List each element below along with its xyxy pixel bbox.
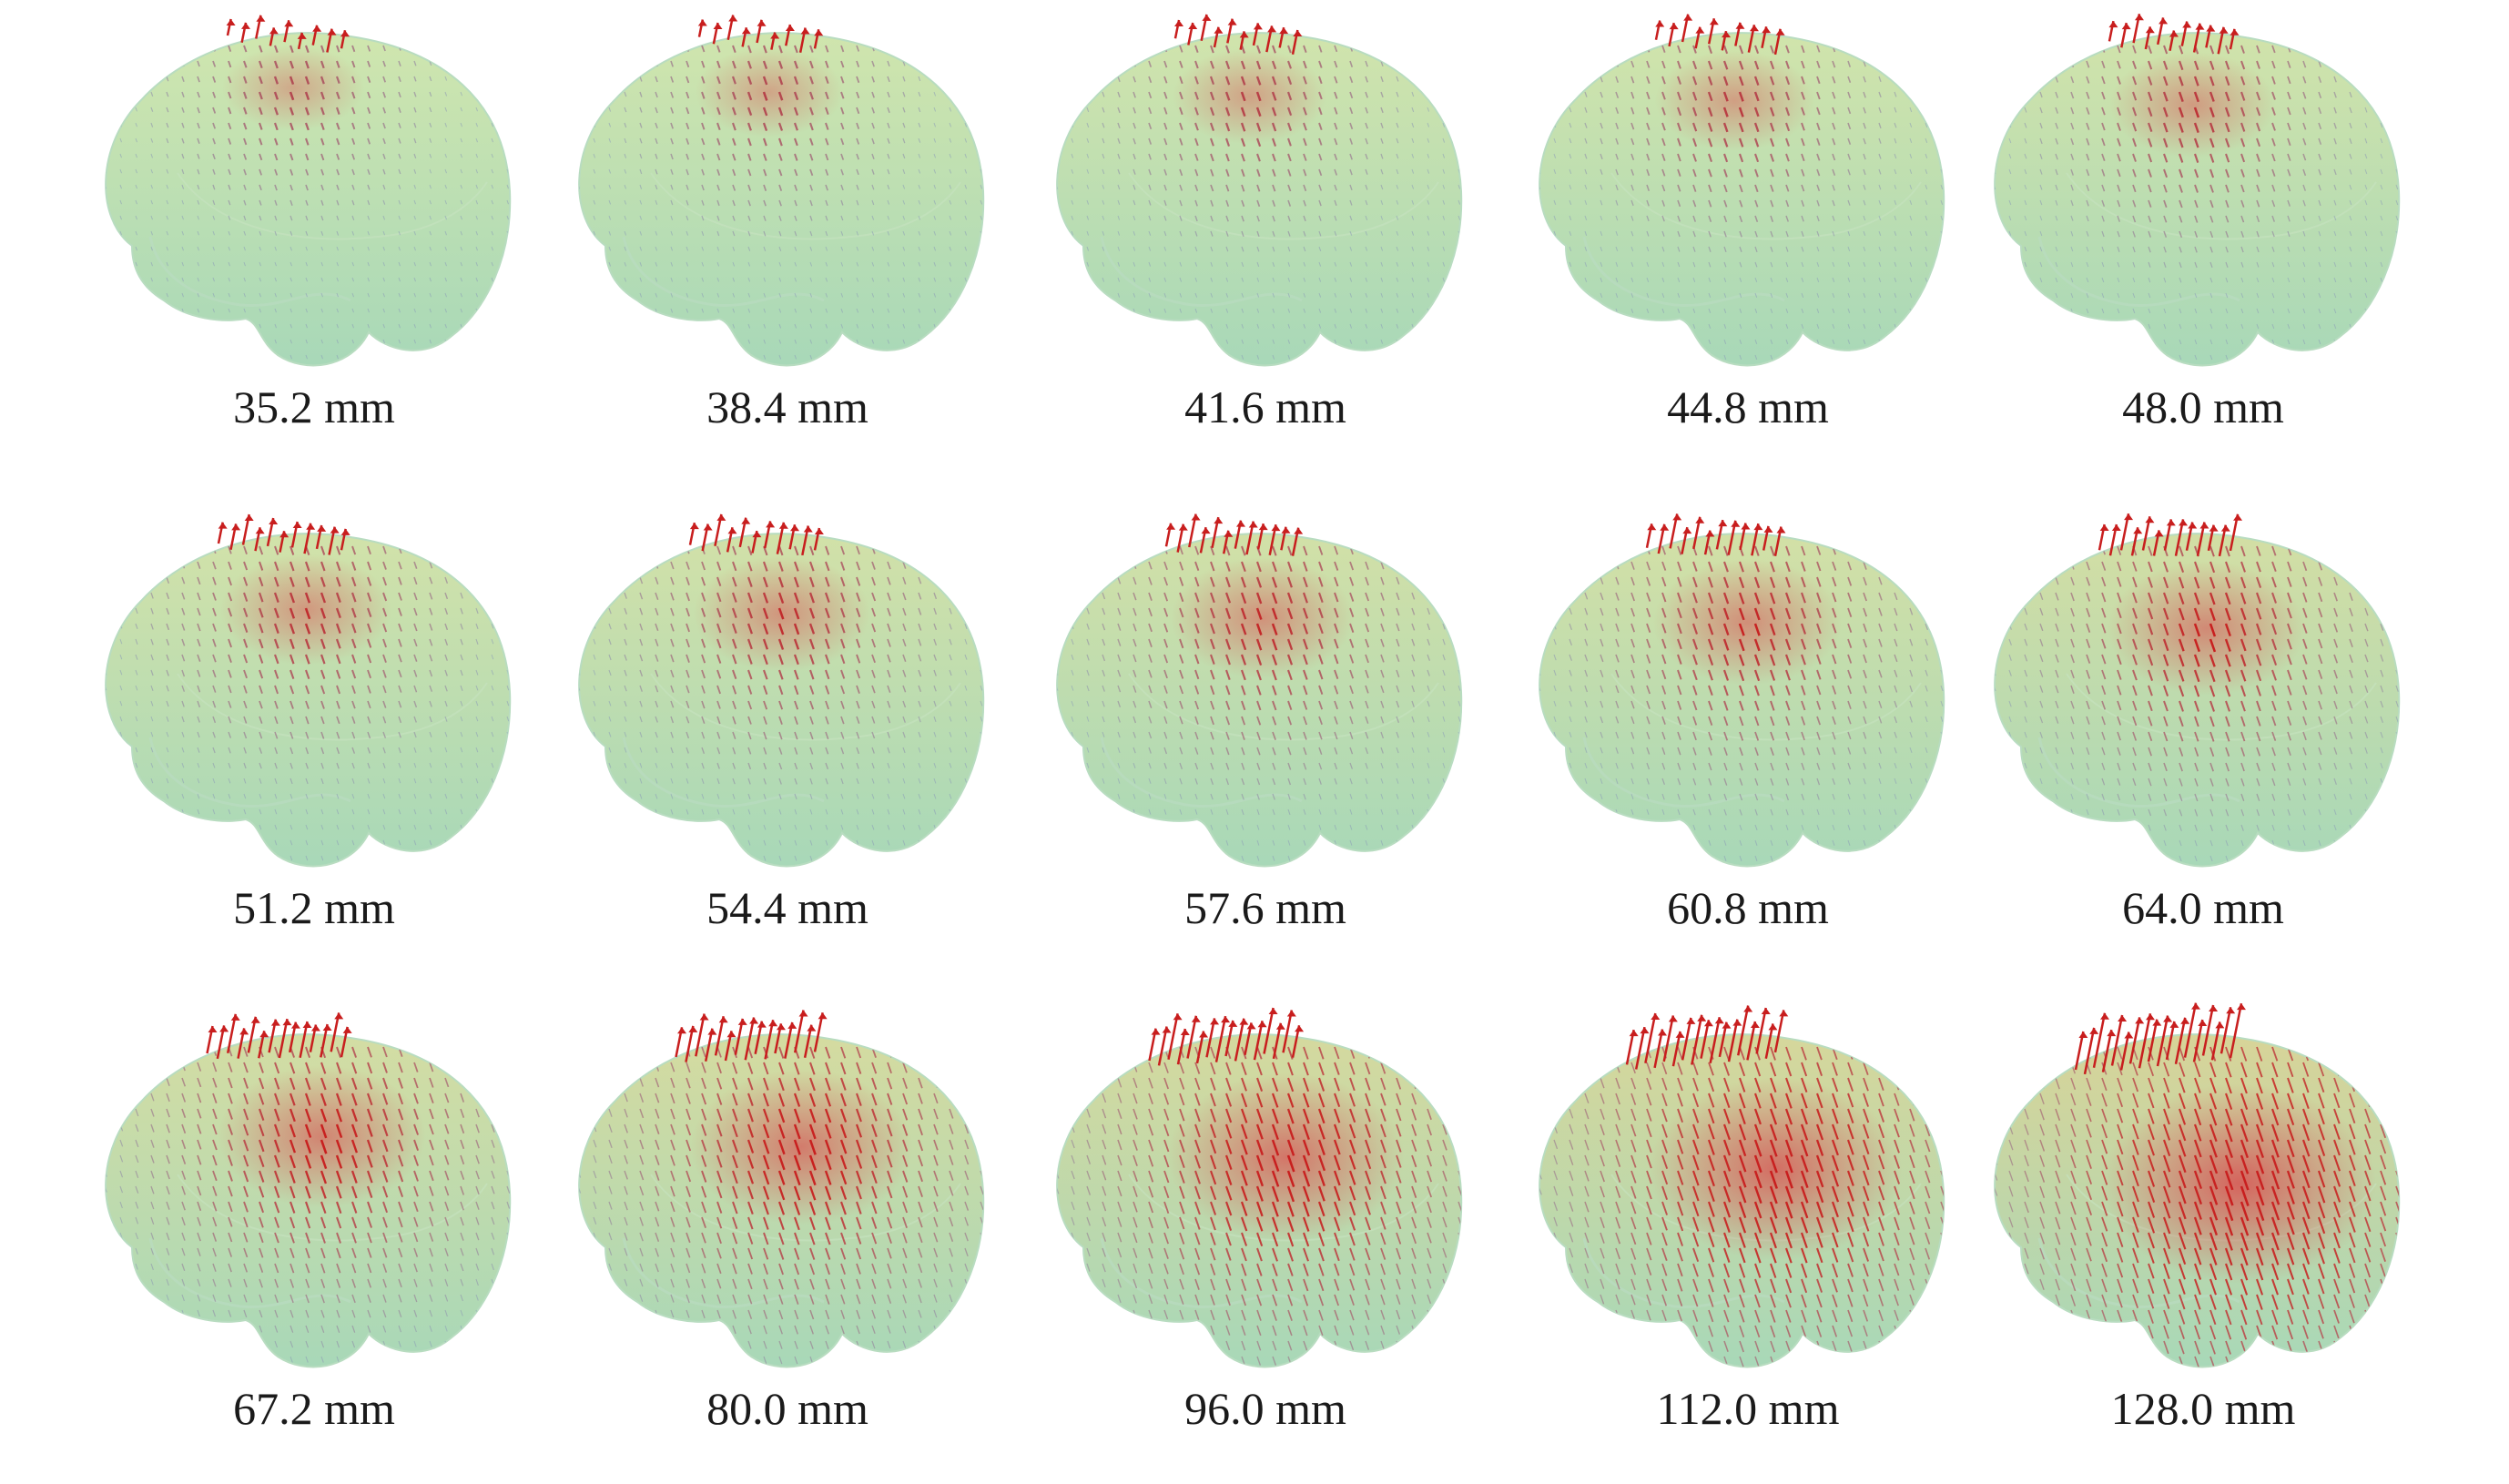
head-panel: 51.2 mm: [77, 510, 551, 983]
head-surface-render: [105, 1012, 512, 1368]
head-surface: [1056, 533, 1463, 868]
field-hotspot: [2108, 561, 2305, 696]
head-surface-render: [578, 1010, 985, 1368]
head-panel: 41.6 mm: [1029, 9, 1502, 483]
head-surface-render: [105, 513, 512, 868]
coil-distance-label: 38.4 mm: [706, 381, 868, 432]
coil-distance-label: 67.2 mm: [233, 1383, 395, 1434]
head-panel: 44.8 mm: [1511, 9, 1985, 483]
coil-arrows: [1654, 14, 1785, 56]
coil-distance-label: 35.2 mm: [233, 381, 395, 432]
head-surface: [578, 32, 985, 367]
coil-distance-label: 57.6 mm: [1184, 882, 1346, 933]
head-panel: 60.8 mm: [1511, 510, 1985, 983]
head-panel: 38.4 mm: [551, 9, 1024, 483]
head-panel: 64.0 mm: [1966, 510, 2440, 983]
head-surface: [105, 32, 512, 367]
head-surface-render: [1056, 513, 1463, 868]
coil-distance-label: 64.0 mm: [2122, 882, 2284, 933]
coil-arrows: [206, 1012, 352, 1060]
coil-arrows: [688, 513, 824, 556]
head-surface: [578, 533, 985, 868]
coil-arrows: [1173, 14, 1303, 55]
head-panel: 67.2 mm: [77, 1011, 551, 1484]
head-surface-render: [105, 15, 512, 367]
coil-arrows: [675, 1010, 828, 1062]
head-panel: 96.0 mm: [1029, 1007, 1502, 1484]
head-surface-render: [1539, 513, 1945, 868]
coil-arrows: [2074, 1002, 2246, 1075]
field-hotspot: [222, 45, 364, 131]
coil-distance-label: 54.4 mm: [706, 882, 868, 933]
field-hotspot: [1167, 1072, 1405, 1242]
head-surface: [1539, 32, 1945, 367]
head-surface-render: [1539, 1005, 1945, 1368]
coil-distance-label: 96.0 mm: [1184, 1383, 1346, 1434]
head-surface: [1056, 32, 1463, 367]
field-hotspot: [695, 46, 843, 137]
head-surface: [1994, 32, 2401, 367]
head-surface-render: [1994, 1002, 2401, 1368]
head-surface-render: [1056, 14, 1463, 367]
field-hotspot: [690, 1069, 913, 1225]
head-surface-render: [1056, 1007, 1463, 1368]
head-surface-render: [1994, 513, 2401, 868]
field-hotspot: [1173, 48, 1326, 145]
head-surface-render: [578, 15, 985, 367]
coil-arrows: [2108, 14, 2240, 55]
coil-distance-label: 48.0 mm: [2122, 381, 2284, 432]
head-panel: 57.6 mm: [1029, 510, 1502, 983]
coil-arrows: [217, 513, 350, 555]
head-panel: 54.4 mm: [551, 510, 1024, 983]
coil-arrows: [697, 15, 824, 54]
coil-distance-label: 60.8 mm: [1667, 882, 1829, 933]
head-surface-render: [578, 513, 985, 868]
coil-arrows: [2098, 513, 2243, 557]
coil-distance-label: 112.0 mm: [1656, 1383, 1840, 1434]
head-panel: 80.0 mm: [551, 1010, 1024, 1484]
coil-distance-label: 51.2 mm: [233, 882, 395, 933]
head-panel: 128.0 mm: [1966, 1002, 2440, 1484]
coil-arrows: [1164, 513, 1304, 556]
head-panel: 112.0 mm: [1511, 1005, 1985, 1484]
field-hotspot: [1652, 558, 1842, 686]
head-surface: [1539, 533, 1945, 868]
coil-distance-label: 44.8 mm: [1667, 381, 1829, 432]
head-surface: [105, 533, 512, 868]
coil-distance-label: 128.0 mm: [2110, 1383, 2296, 1434]
coil-arrows: [226, 15, 350, 53]
coil-distance-label: 41.6 mm: [1184, 381, 1346, 432]
field-arrows: [579, 545, 983, 861]
head-panel: 48.0 mm: [1966, 9, 2440, 483]
field-hotspot: [218, 1064, 426, 1208]
head-panel: 35.2 mm: [77, 9, 551, 483]
field-arrows: [1995, 1046, 2400, 1367]
coil-arrows: [1148, 1007, 1305, 1066]
field-hotspot: [1171, 557, 1354, 679]
head-surface-render: [1539, 14, 1945, 367]
field-arrows: [579, 45, 983, 360]
coil-arrows: [1625, 1005, 1789, 1070]
head-surface-render: [1994, 14, 2401, 367]
coil-arrows: [1645, 513, 1786, 556]
field-arrows: [1995, 545, 2400, 862]
coil-distance-label: 80.0 mm: [706, 1383, 868, 1434]
field-hotspot: [2103, 1083, 2376, 1284]
field-arrows: [1057, 1046, 1462, 1366]
